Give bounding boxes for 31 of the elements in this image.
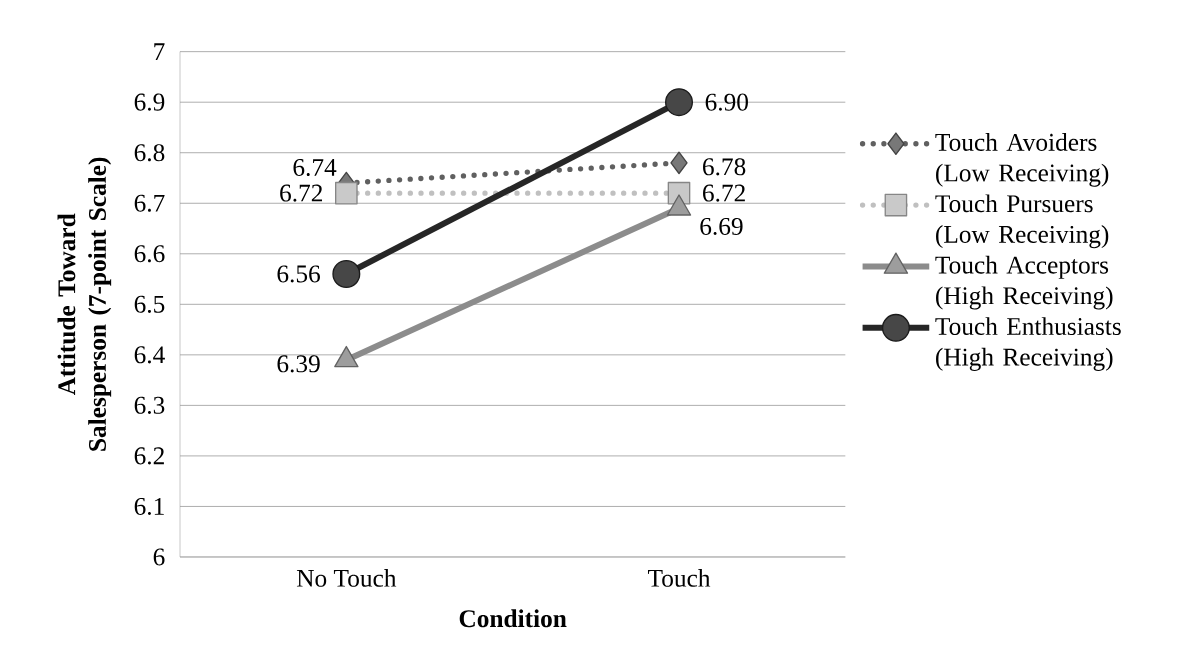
data-label: 6.90 (705, 93, 748, 111)
y-tick-label: 6 (153, 548, 165, 566)
point (332, 260, 361, 288)
y-tick-label: 6.7 (134, 194, 165, 212)
legend-label: Touch Enthusiasts (High Receiving) (935, 317, 1121, 371)
data-label: 6.72 (280, 184, 323, 202)
legend-label: Touch Avoiders (Low Receiving) (935, 133, 1109, 187)
data-label: 6.74 (293, 158, 337, 177)
y-tick-label: 7 (154, 43, 165, 60)
y-tick-label: 6.8 (134, 144, 165, 162)
data-label: 6.56 (277, 265, 320, 283)
y-tick-label: 6.6 (134, 245, 165, 263)
legend-label: Touch Pursuers (Low Receiving) (935, 194, 1109, 249)
y-tick-label: 6.9 (134, 93, 165, 111)
y-axis-title: Attitude Toward Salesperson (7-point Scale) (57, 157, 112, 451)
y-tick-label: 6.5 (134, 295, 165, 313)
y-tick-label: 6.3 (134, 396, 165, 414)
x-tick-label: No Touch (296, 569, 397, 587)
data-label: 6.78 (703, 158, 746, 176)
y-tick-label: 6.1 (134, 497, 164, 516)
point (665, 88, 694, 117)
data-label: 6.72 (703, 184, 745, 202)
point (335, 181, 358, 205)
legend-label: Touch Acceptors (High Receiving) (935, 255, 1113, 310)
x-axis-title: Condition (459, 609, 567, 628)
point (670, 151, 688, 175)
x-tick-label: Touch (647, 569, 711, 587)
y-tick-label: 6.4 (134, 346, 165, 364)
data-label: 6.39 (277, 355, 320, 373)
data-label: 6.69 (700, 217, 743, 236)
y-tick-label: 6.2 (134, 447, 164, 465)
